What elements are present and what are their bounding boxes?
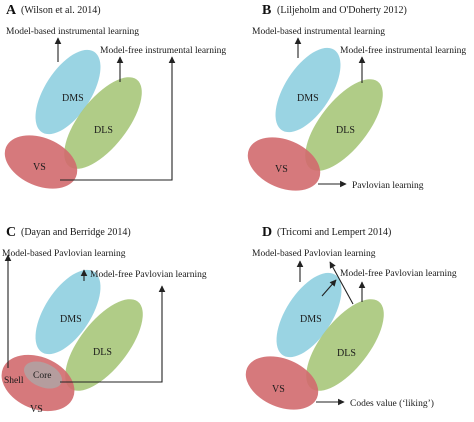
arrow-vs-connector [60,56,176,181]
dls-label: DLS [336,125,355,136]
panel-b-citation: (Liljeholm and O'Doherty 2012) [277,5,407,16]
dls-region [305,79,383,171]
dms-region [35,269,101,355]
dms-label: DMS [300,314,322,325]
dls-label: DLS [93,347,112,358]
vs-label: VS [275,164,288,175]
panel-c: C (Dayan and Berridge 2014) DMS DLS VS S… [1,225,207,415]
vs-region [247,137,321,191]
dms-region [275,47,341,133]
output-model-free-instrumental: Model-free instrumental learning [340,45,466,56]
vs-label: VS [30,404,43,415]
dls-region [65,299,143,391]
dls-region [64,77,142,169]
output-model-based-instrumental: Model-based instrumental learning [6,27,139,37]
dms-region [276,272,342,358]
panel-d: D (Tricomi and Lempert 2014) DMS DLS VS … [245,225,457,410]
panel-c-letter: C [6,225,16,240]
panel-b-letter: B [262,3,271,18]
vs-label: VS [33,162,46,173]
output-model-free-pavlovian: Model-free Pavlovian learning [90,269,207,280]
arrow-core-model-free [60,285,166,383]
panel-d-citation: (Tricomi and Lempert 2014) [277,227,391,238]
dls-label: DLS [337,348,356,359]
dls-label: DLS [94,125,113,136]
output-model-based-instrumental: Model-based instrumental learning [252,27,385,37]
panel-a-citation: (Wilson et al. 2014) [21,5,101,16]
output-codes-value: Codes value (‘liking’) [350,398,434,409]
dms-label: DMS [60,314,82,325]
dms-label: DMS [62,93,84,104]
arrow-dls-model-based [329,261,354,305]
core-label: Core [33,371,51,381]
output-pavlovian: Pavlovian learning [352,181,424,191]
panel-a-letter: A [6,3,17,18]
arrow-dms-model-free [321,279,337,297]
shell-label: Shell [4,376,24,386]
panel-c-citation: (Dayan and Berridge 2014) [21,227,131,238]
panel-d-letter: D [262,225,272,240]
panel-b: B (Liljeholm and O'Doherty 2012) DMS DLS… [247,3,466,191]
vs-region [4,135,78,189]
output-model-based-pavlovian: Model-based Pavlovian learning [252,249,376,259]
panel-a: A (Wilson et al. 2014) DMS DLS VS Model-… [4,3,226,189]
output-model-based-pavlovian: Model-based Pavlovian learning [2,249,126,259]
core-region [24,361,62,389]
dms-region [35,49,101,135]
vs-label: VS [272,384,285,395]
output-model-free-instrumental: Model-free instrumental learning [100,45,226,56]
output-model-free-pavlovian: Model-free Pavlovian learning [340,268,457,279]
dms-label: DMS [297,93,319,104]
dls-region [306,299,384,391]
vs-region [245,356,319,410]
